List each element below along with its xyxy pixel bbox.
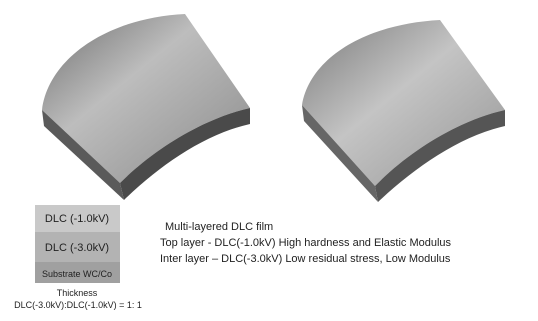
surface-plot-left [42, 14, 250, 200]
figure: DLC (-1.0kV) DLC (-3.0kV) Substrate WC/C… [0, 0, 538, 316]
layer-label: DLC (-1.0kV) [45, 213, 109, 225]
description-line: Top layer - DLC(-1.0kV) High hardness an… [160, 237, 452, 249]
surface-plot-right [302, 20, 505, 202]
description-title: Multi-layered DLC film [165, 221, 273, 233]
thickness-ratio: DLC(-3.0kV):DLC(-1.0kV) = 1: 1 [14, 300, 142, 310]
layer-label: Substrate WC/Co [42, 269, 112, 279]
thickness-title: Thickness [57, 288, 98, 298]
description-line: Inter layer – DLC(-3.0kV) Low residual s… [160, 253, 451, 265]
description: Multi-layered DLC film Top layer - DLC(-… [160, 221, 452, 265]
layer-stack: DLC (-1.0kV) DLC (-3.0kV) Substrate WC/C… [14, 205, 142, 310]
layer-label: DLC (-3.0kV) [45, 242, 109, 254]
